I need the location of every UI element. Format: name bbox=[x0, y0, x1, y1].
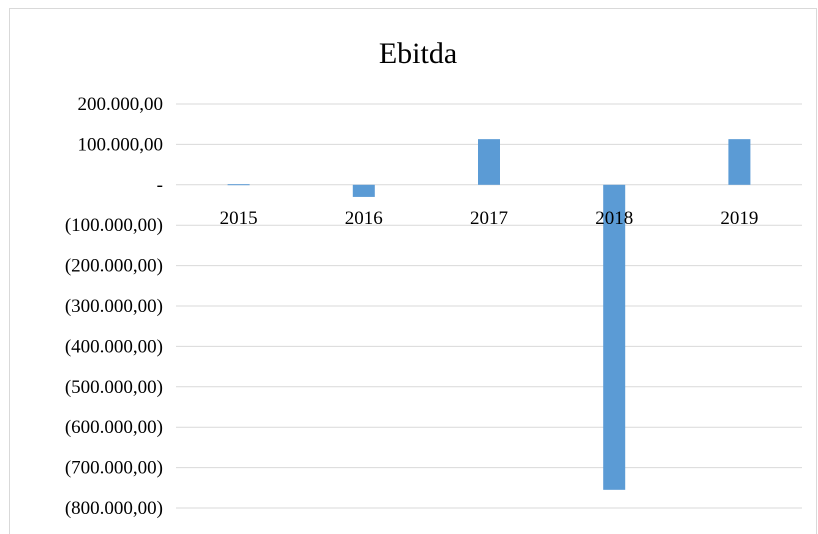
bar-2017 bbox=[478, 139, 500, 185]
x-tick-label: 2016 bbox=[345, 208, 383, 229]
y-tick-label: (800.000,00) bbox=[65, 498, 163, 519]
y-axis-tick-labels: 200.000,00 100.000,00 - (100.000,00) (200.00… bbox=[65, 94, 163, 519]
y-tick-label: (100.000,00) bbox=[65, 215, 163, 236]
y-tick-label: (600.000,00) bbox=[65, 417, 163, 438]
bar-2019 bbox=[728, 139, 751, 185]
x-tick-label: 2015 bbox=[220, 208, 258, 229]
x-tick-label: 2019 bbox=[720, 208, 758, 229]
y-tick-label: (300.000,00) bbox=[65, 296, 163, 317]
y-tick-label: (200.000,00) bbox=[65, 256, 163, 277]
x-axis-tick-labels: 2015 2016 2017 2018 2019 bbox=[220, 208, 759, 229]
bar-2018 bbox=[603, 184, 626, 490]
y-tick-label: 100.000,00 bbox=[78, 134, 164, 155]
bars bbox=[227, 139, 751, 490]
x-tick-label: 2018 bbox=[595, 208, 633, 229]
y-tick-label: (400.000,00) bbox=[65, 336, 163, 357]
chart-frame bbox=[9, 8, 817, 534]
y-tick-label: 200.000,00 bbox=[78, 94, 164, 115]
x-tick-label: 2017 bbox=[470, 208, 508, 229]
bar-2016 bbox=[352, 184, 375, 197]
y-tick-label: (700.000,00) bbox=[65, 458, 163, 479]
y-tick-label: (500.000,00) bbox=[65, 377, 163, 398]
y-tick-label: - bbox=[157, 175, 163, 196]
chart-title: Ebitda bbox=[379, 37, 457, 70]
bar-2015 bbox=[227, 184, 250, 186]
